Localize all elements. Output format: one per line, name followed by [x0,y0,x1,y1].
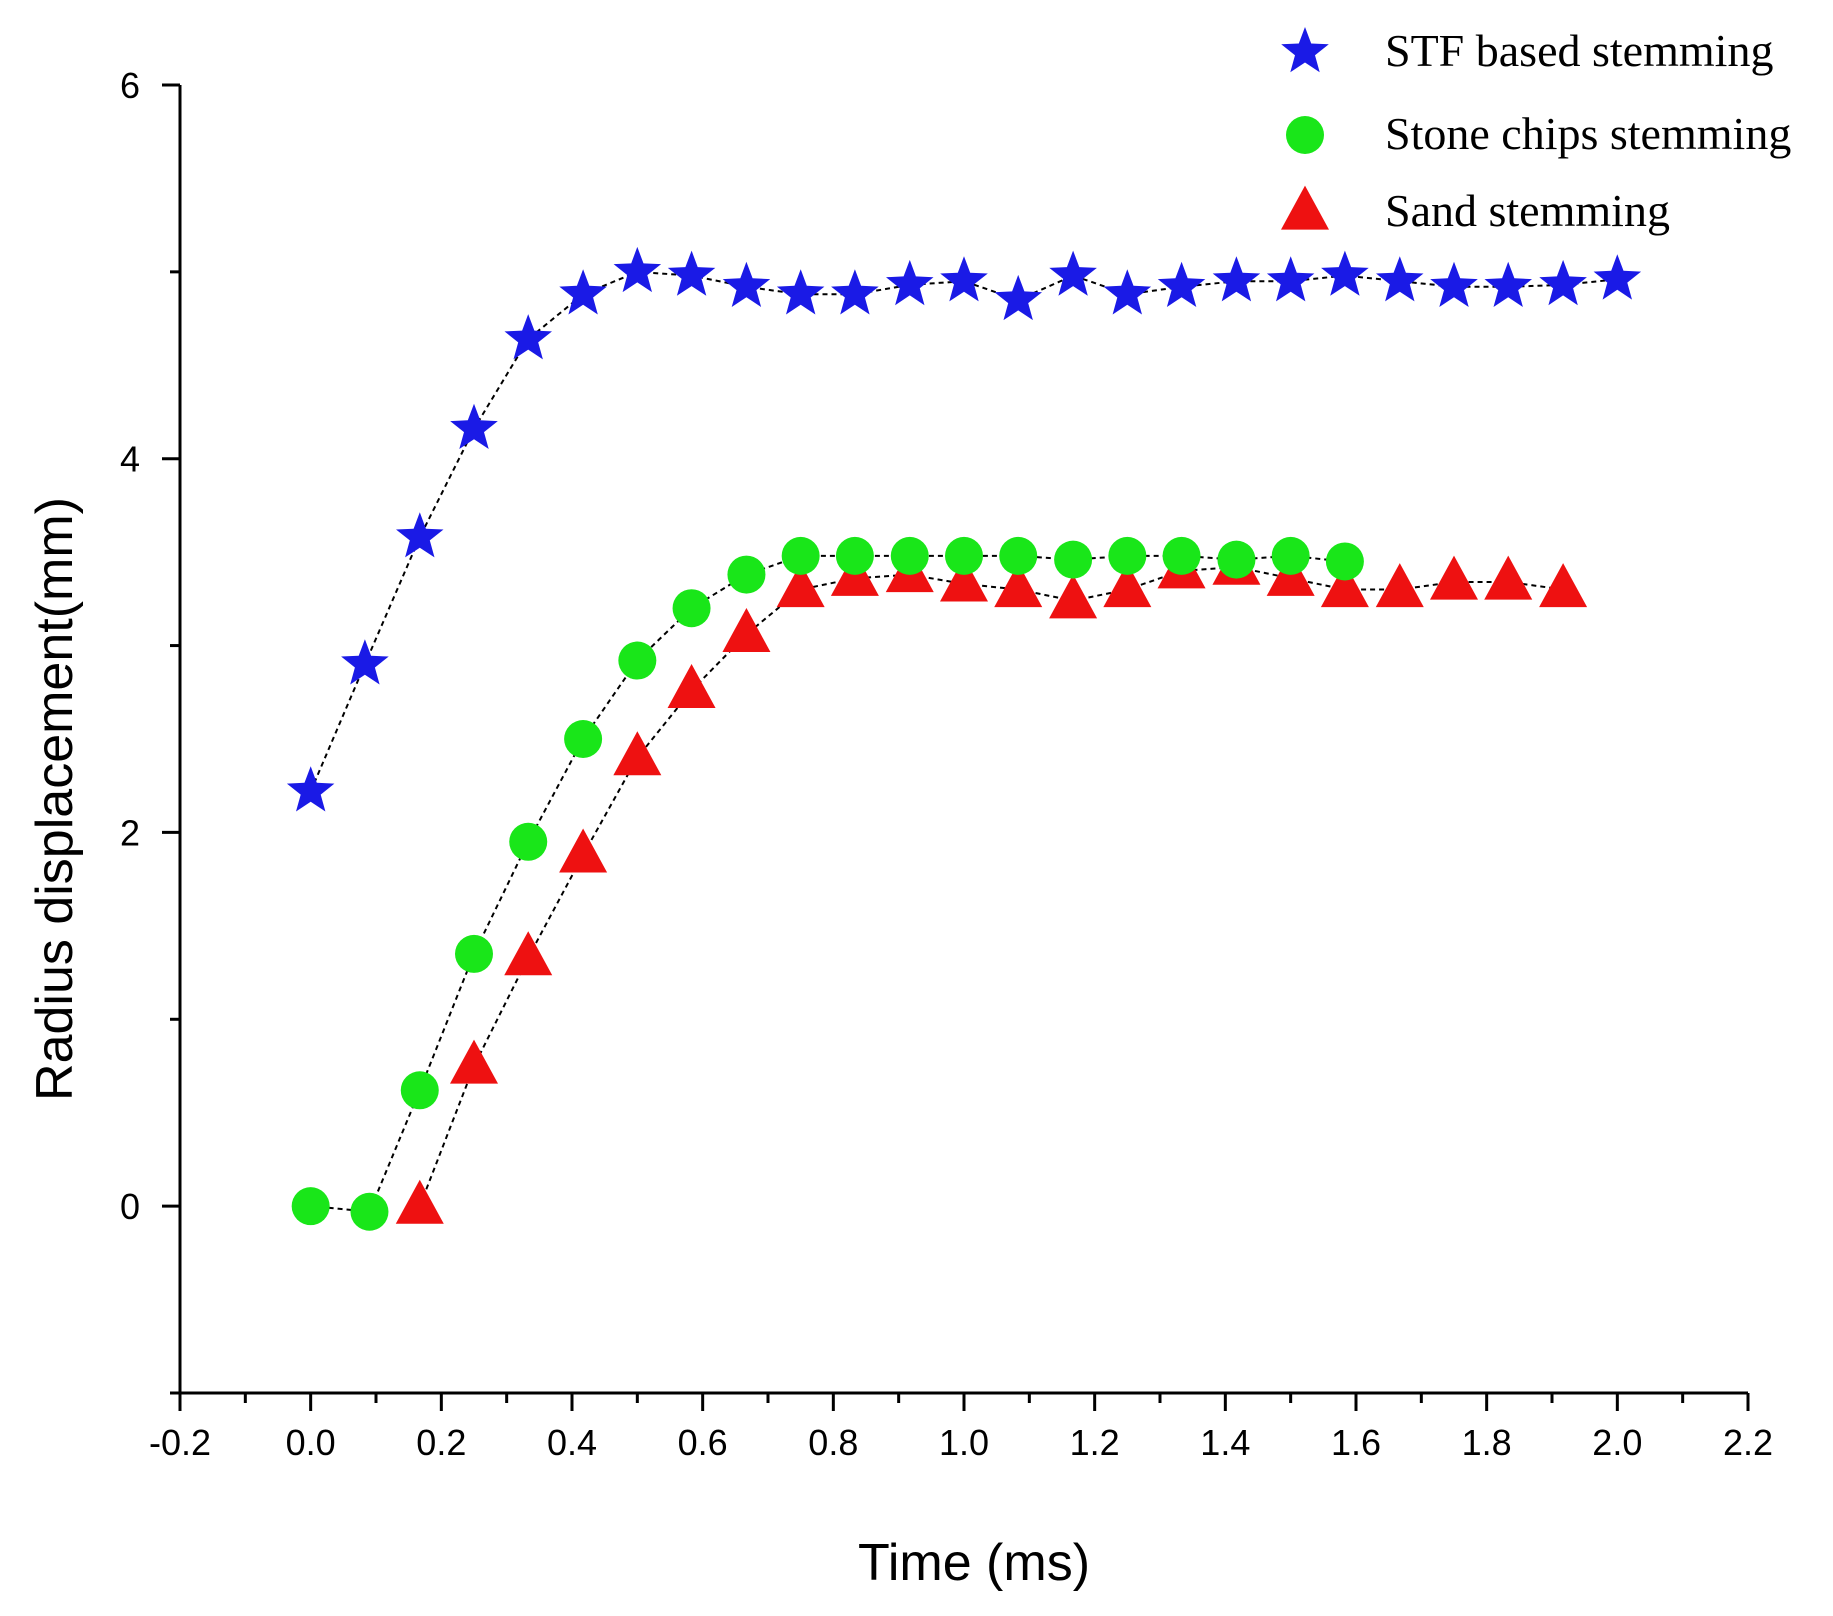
data-point-star [341,639,389,685]
x-tick-label: 0.8 [808,1422,858,1463]
data-point-circle [1162,536,1201,575]
legend-marker-triangle [1281,185,1329,230]
data-point-circle [400,1071,439,1110]
data-point-star [450,403,498,449]
data-point-triangle [722,607,771,652]
x-tick-label: 1.8 [1462,1422,1512,1463]
x-tick-label: 1.4 [1200,1422,1250,1463]
data-point-triangle [450,1039,498,1084]
data-point-star [1212,256,1261,302]
data-point-circle [781,536,820,575]
data-point-triangle [1539,563,1588,608]
series-line-circle [310,554,1346,1213]
data-point-star [613,246,662,293]
y-axis-title: Radius displacement(mm) [26,497,84,1101]
data-point-star [286,766,335,812]
legend-marker-circle [1286,116,1324,154]
legend: STF based stemming Stone chips stemming Sa… [1281,25,1791,236]
data-point-star [559,269,607,315]
data-point-circle [618,641,657,680]
data-point-circle [1217,540,1256,579]
series-line-star [309,270,1618,792]
data-point-star [831,269,879,315]
data-point-star [1484,261,1532,307]
data-point-star [1049,250,1097,296]
data-point-triangle [776,563,825,608]
legend-label: Stone chips stemming [1385,108,1791,159]
data-point-star [1593,254,1642,300]
x-tick-label: 0.6 [678,1422,728,1463]
data-point-triangle [504,931,553,976]
data-point-triangle [940,557,988,602]
data-point-triangle [1375,563,1424,608]
data-point-star [667,250,716,296]
data-point-triangle [559,828,608,873]
axes: -0.2 0.0 0.2 0.4 0.6 0.8 1.0 1.2 1.4 1.6 1.8 2.0 2.2… [120,65,1773,1463]
series-lines [309,270,1618,1213]
x-tick-label: 0.2 [416,1422,466,1463]
data-point-star [1376,256,1424,302]
series-line-triangle [418,566,1564,1207]
data-point-triangle [613,731,662,776]
data-point-star [1539,259,1587,306]
series-markers [286,246,1642,1231]
data-point-circle [945,536,983,575]
data-point-triangle [1484,555,1533,600]
y-axis-ticks: 0 2 4 6 [120,65,180,1395]
x-tick-label: 2.2 [1723,1422,1773,1463]
data-point-circle [564,720,603,758]
x-tick-label: 1.2 [1070,1422,1120,1463]
x-axis-title: Time (ms) [858,1534,1090,1592]
data-point-circle [509,822,548,861]
data-point-star [1266,256,1315,302]
data-point-circle [291,1187,330,1226]
data-point-circle [1325,542,1364,581]
data-point-circle [835,536,874,575]
data-point-circle [1054,540,1093,579]
y-tick-label: 4 [120,439,140,480]
x-tick-label: 2.0 [1592,1422,1642,1463]
data-point-circle [890,536,929,575]
data-point-circle [999,536,1038,575]
data-point-star [1321,250,1369,296]
data-point-circle [1108,536,1147,575]
data-point-star [1157,261,1206,307]
y-tick-label: 2 [120,812,140,853]
data-point-star [396,512,444,558]
data-point-star [1103,269,1152,315]
data-point-star [722,261,771,307]
x-tick-label: -0.2 [149,1422,211,1463]
data-point-triangle [1103,563,1152,608]
data-point-triangle [395,1179,444,1224]
data-point-triangle [1049,574,1098,619]
y-tick-label: 6 [120,65,140,106]
data-point-star [940,256,988,302]
data-point-star [994,274,1042,321]
data-point-circle [727,555,766,594]
legend-label: Sand stemming [1385,185,1670,236]
data-point-triangle [994,563,1043,608]
data-point-triangle [1430,555,1478,600]
data-point-circle [350,1192,389,1231]
x-tick-label: 1.0 [939,1422,989,1463]
legend-label: STF based stemming [1385,25,1773,76]
data-point-triangle [1320,563,1369,608]
data-point-star [1430,261,1478,307]
data-point-circle [1271,536,1310,575]
data-point-star [504,314,552,360]
data-point-circle [672,589,711,628]
x-tick-label: 0.4 [547,1422,597,1463]
x-axis-ticks: -0.2 0.0 0.2 0.4 0.6 0.8 1.0 1.2 1.4 1.6 1.8 2.0 2.2 [149,1393,1773,1463]
data-point-circle [455,934,493,973]
data-point-triangle [667,664,716,709]
y-tick-label: 0 [120,1186,140,1227]
legend-marker-star [1281,27,1329,73]
x-tick-label: 1.6 [1331,1422,1381,1463]
data-point-star [886,259,934,306]
data-point-star [776,269,825,315]
x-tick-label: 0.0 [286,1422,336,1463]
